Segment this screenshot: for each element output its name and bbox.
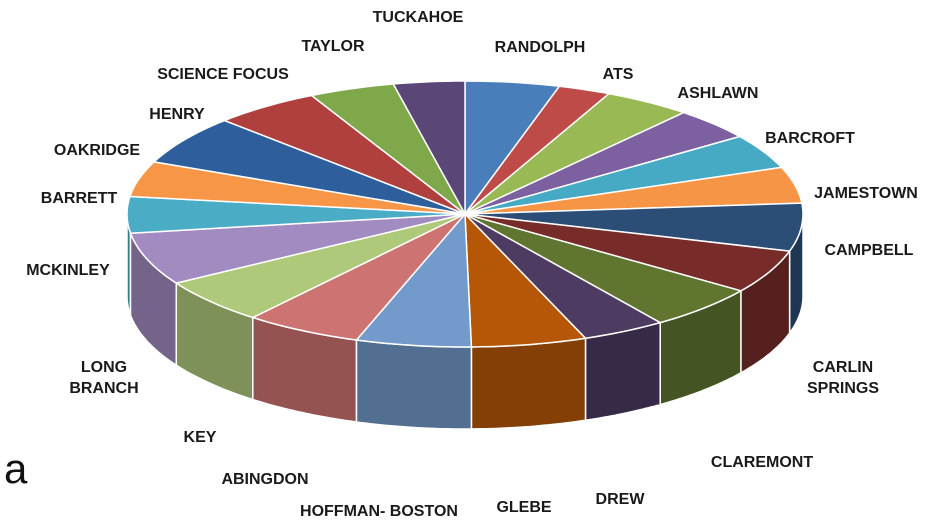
pie-slice-barrett xyxy=(126,195,466,234)
pie-slice-jamestown xyxy=(464,135,783,215)
pie-slice-randolph xyxy=(464,80,561,215)
slice-label-barcroft: BARCROFT xyxy=(765,130,855,147)
pie-slice-ats xyxy=(464,85,610,215)
pie-slice-barcroft xyxy=(464,111,741,215)
pie-slice-taylor xyxy=(310,83,466,215)
pie-side-abingdon xyxy=(355,339,473,430)
slice-label-jamestown: JAMESTOWN xyxy=(814,185,918,202)
slice-label-campbell: CAMPBELL xyxy=(825,242,914,259)
slice-label-carlin-springs: CARLIN SPRINGS xyxy=(807,359,879,397)
pie-slice-key xyxy=(252,213,466,341)
slice-label-claremont: CLAREMONT xyxy=(711,454,813,471)
slice-label-mckinley: MCKINLEY xyxy=(26,262,110,279)
pie-slice-drew xyxy=(464,213,742,324)
pie-slice-oakridge xyxy=(129,161,466,215)
slice-label-taylor: TAYLOR xyxy=(301,38,365,55)
pie-slice-tuckahoe xyxy=(392,80,466,215)
slice-label-glebe: GLEBE xyxy=(496,499,551,516)
slice-label-key: KEY xyxy=(184,429,217,446)
slice-label-science-focus: SCIENCE FOCUS xyxy=(157,66,289,83)
slice-label-long-branch: LONG BRANCH xyxy=(69,359,138,397)
pie-slice-carlin-springs xyxy=(464,202,804,252)
pie-sides xyxy=(126,214,804,430)
slice-label-tuckahoe: TUCKAHOE xyxy=(373,9,464,26)
pie-side-hoffman-boston xyxy=(470,337,587,430)
pie-slice-glebe xyxy=(464,213,661,340)
pie-slice-claremont xyxy=(464,213,791,292)
slice-label-drew: DREW xyxy=(596,491,646,508)
slice-label-randolph: RANDOLPH xyxy=(495,39,586,56)
pie-slice-mckinley xyxy=(129,213,466,284)
pie-slice-hoffman-boston xyxy=(464,213,587,348)
slice-label-henry: HENRY xyxy=(149,106,205,123)
slice-label-hoffman-boston: HOFFMAN- BOSTON xyxy=(300,503,458,520)
slice-labels: RANDOLPH ATS ASHLAWN BARCROFT JAMESTOWN CAMPB… xyxy=(26,9,918,520)
slice-label-oakridge: OAKRIDGE xyxy=(54,142,141,159)
slice-label-ashlawn: ASHLAWN xyxy=(678,85,759,102)
pie-slice-henry xyxy=(153,119,466,215)
panel-label: a xyxy=(4,445,28,492)
pie-side-glebe xyxy=(584,321,661,422)
pie-slice-long-branch xyxy=(175,213,466,319)
pie-slice-science-focus xyxy=(223,94,466,215)
slice-label-ats: ATS xyxy=(603,66,634,83)
pie-slice-abingdon xyxy=(355,213,473,348)
slice-label-abingdon: ABINGDON xyxy=(221,471,308,488)
pie-slice-ashlawn xyxy=(464,92,685,215)
slice-label-barrett: BARRETT xyxy=(41,190,118,207)
pie-top xyxy=(126,80,804,348)
pie-slice-campbell xyxy=(464,166,803,215)
